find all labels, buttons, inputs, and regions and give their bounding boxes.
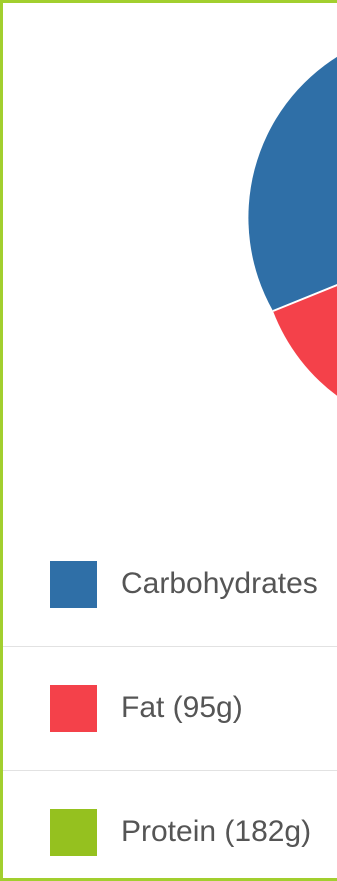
pie-chart-area <box>3 3 337 523</box>
macronutrient-pie-chart <box>248 55 337 398</box>
pie-slice-separator <box>272 283 337 312</box>
legend-label: Protein (182g) <box>121 815 312 848</box>
legend-label: Fat (95g) <box>121 691 243 724</box>
legend-item-protein[interactable]: Protein (182g) <box>3 771 337 878</box>
legend-item-fat[interactable]: Fat (95g) <box>3 647 337 771</box>
legend-item-carbohydrates[interactable]: Carbohydrates <box>3 523 337 647</box>
carbohydrates-swatch-icon <box>50 561 97 608</box>
chart-legend: Carbohydrates Fat (95g) Protein (182g) <box>3 523 337 878</box>
legend-label: Carbohydrates <box>121 567 318 600</box>
pie-slice-carbohydrates[interactable] <box>248 55 337 311</box>
pie-slices <box>248 55 337 398</box>
protein-swatch-icon <box>50 809 97 856</box>
fat-swatch-icon <box>50 685 97 732</box>
pie-slice-fat[interactable] <box>273 238 337 398</box>
